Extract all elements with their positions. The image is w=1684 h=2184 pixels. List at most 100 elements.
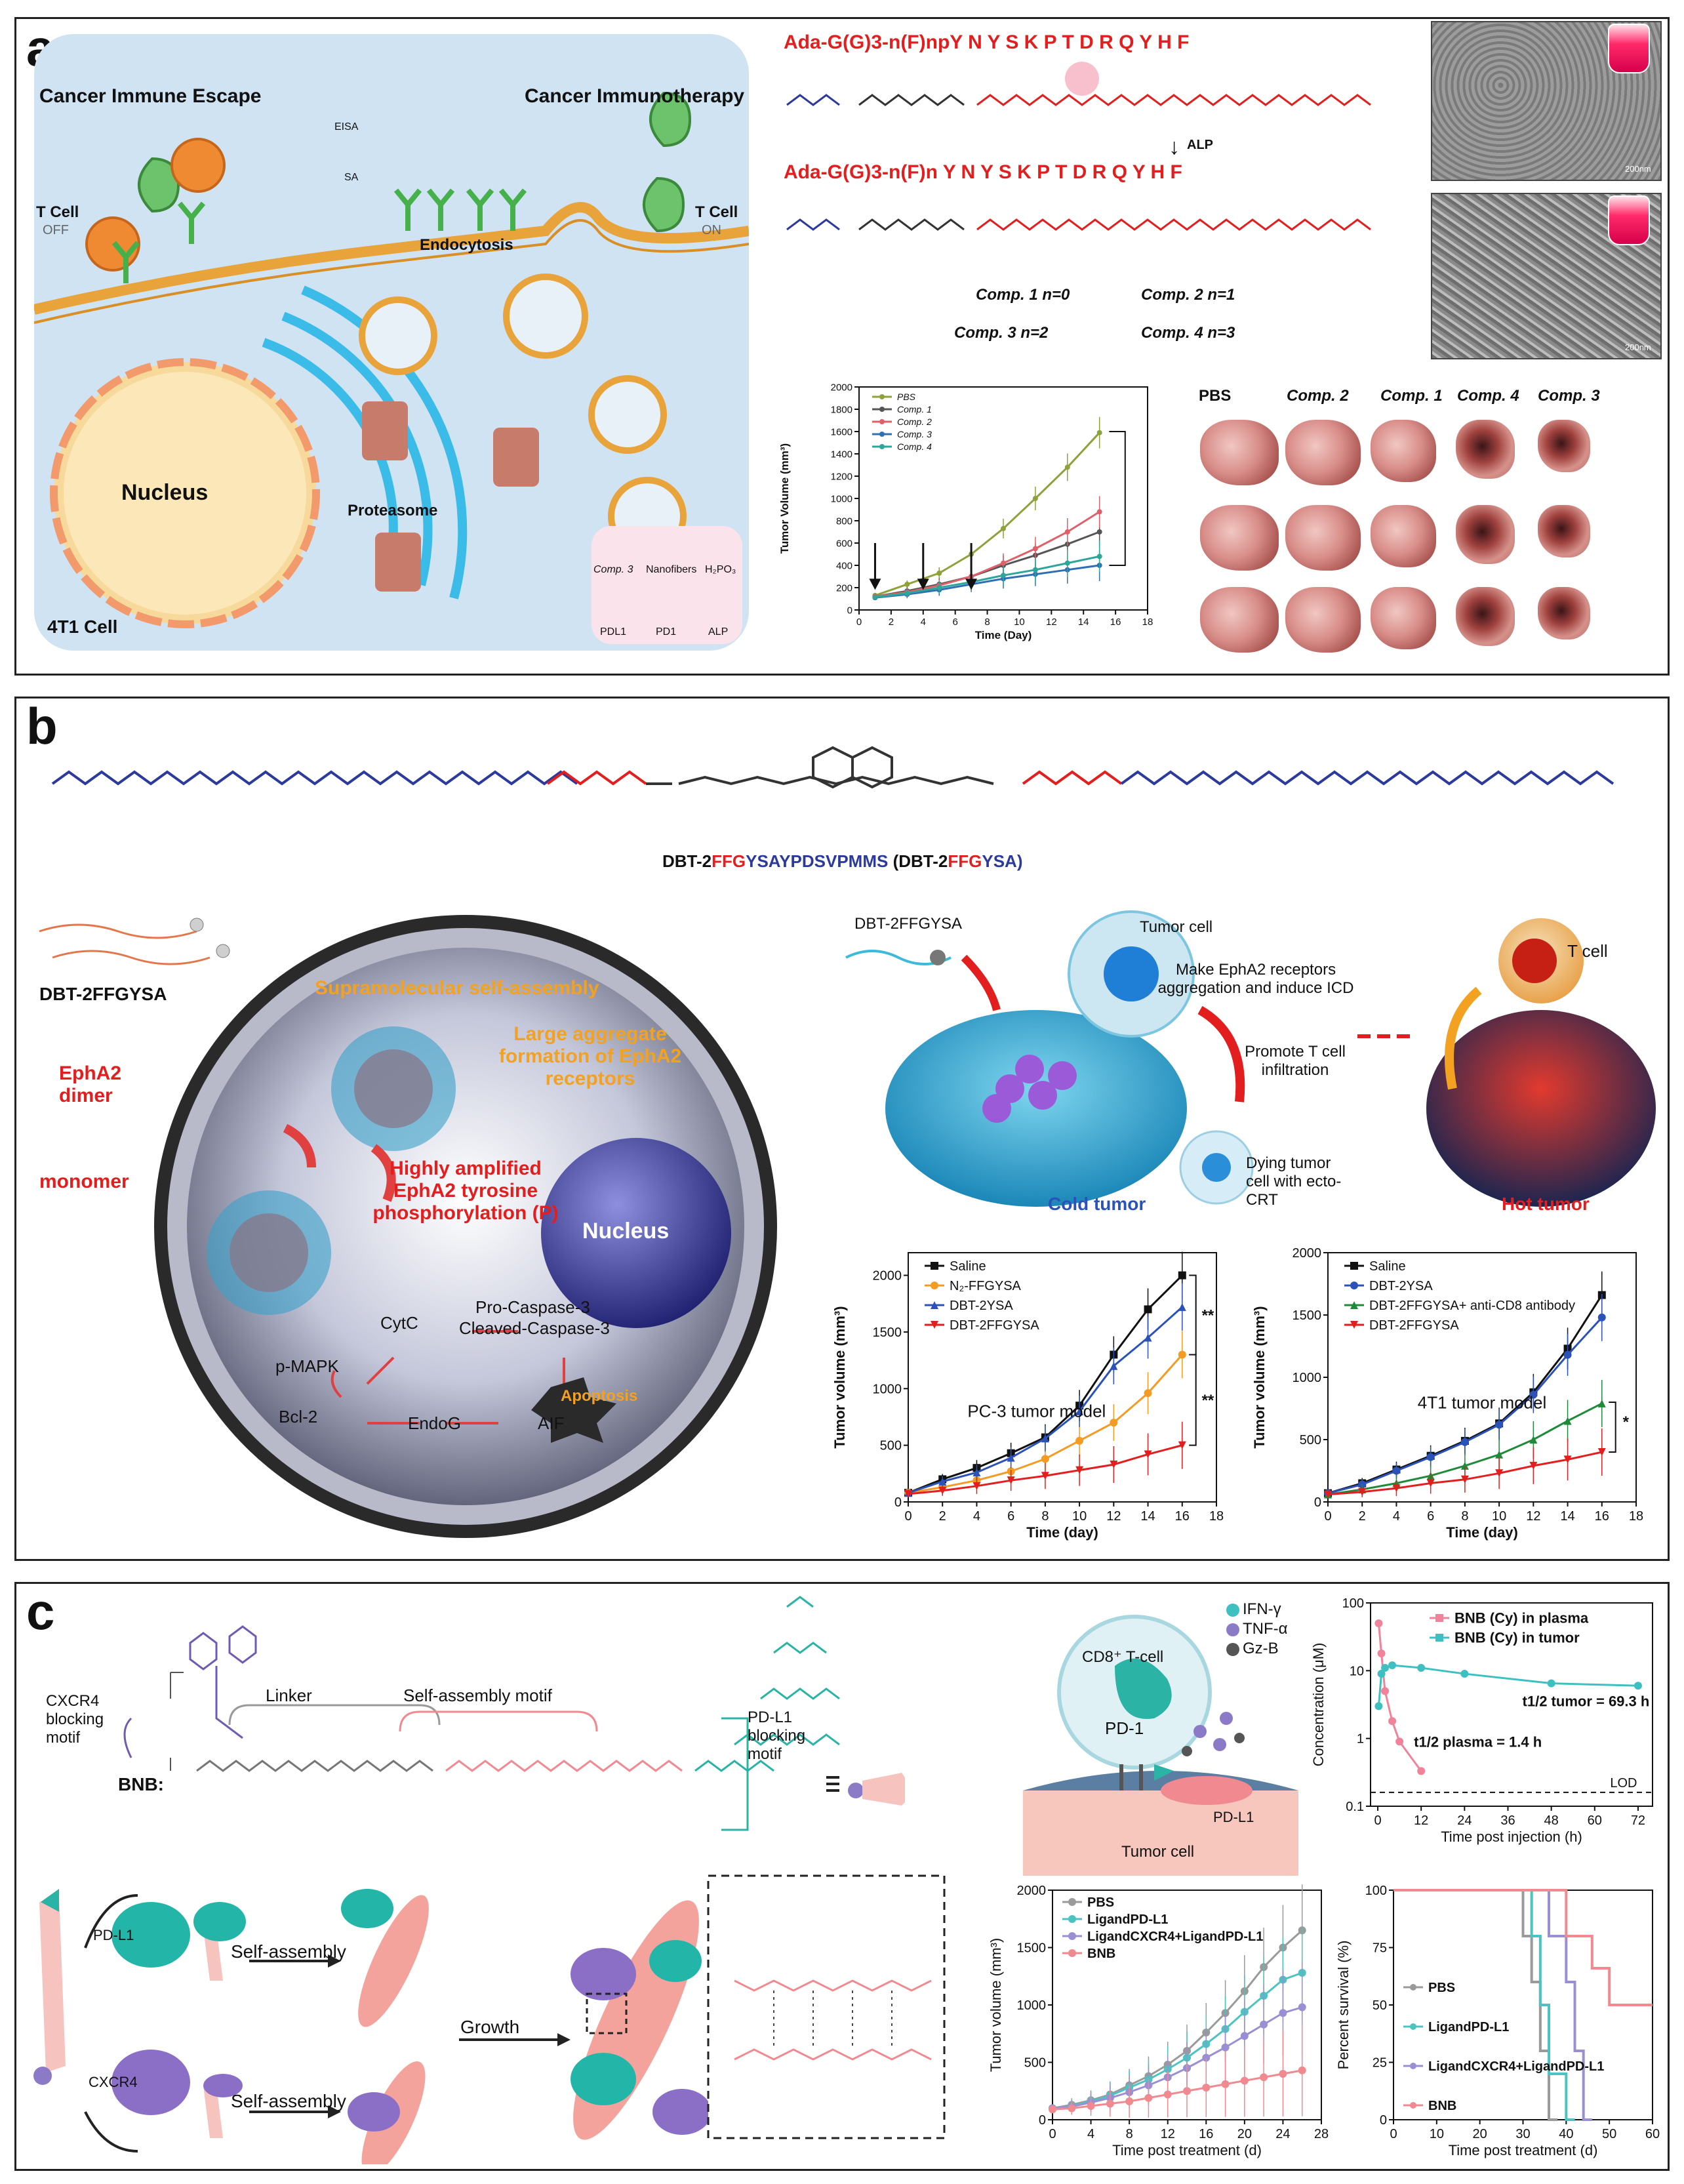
photo-header-pbs: PBS	[1199, 387, 1232, 405]
seq-b-short-prefix: (DBT-2	[892, 851, 948, 871]
x-tick-label: 4	[921, 617, 926, 628]
data-point	[931, 1301, 938, 1309]
data-point	[1064, 560, 1070, 566]
seq-b-short-blue: YSA)	[982, 851, 1023, 871]
b-dying: Dying tumor cell with ecto-CRT	[1246, 1154, 1342, 1209]
y-tick-label: 50	[1373, 1998, 1387, 2013]
vial-bottom	[1608, 195, 1650, 245]
data-point	[1075, 1407, 1084, 1415]
c-pdl1-motif: PD-L1 blocking motif	[748, 1709, 806, 1763]
data-point	[1075, 1466, 1084, 1474]
legend-label: DBT-2FFGYSA	[1369, 1318, 1459, 1333]
data-point	[1068, 2104, 1076, 2113]
photo-header-comp1: Comp. 1	[1380, 387, 1443, 405]
c-growth: Growth	[460, 2017, 520, 2037]
chart-c-concentration: 0 12 24 36 48 60 72 0.1 1 10 100 Time post injectio…	[1310, 1596, 1653, 1845]
c-pdl1-label: PD-L1	[93, 1927, 134, 1943]
series-line	[1393, 1889, 1653, 2006]
x-tick-label: 2	[939, 1509, 946, 1524]
x-tick-label: 20	[1473, 2127, 1487, 2141]
y-tick-label: 1500	[1293, 1308, 1322, 1323]
b-dbt-label-right: DBT-2FFGYSA	[854, 915, 963, 933]
data-point	[1064, 464, 1070, 470]
eisa-label: EISA	[334, 121, 359, 132]
x-tick-label: 6	[1007, 1509, 1014, 1524]
x-tick-label: 0	[1049, 2127, 1056, 2141]
chart-c-tumor-volume: 0 4 8 12 16 20 24 28 0 500 1000 1500 2000 Time post t…	[988, 1884, 1329, 2158]
legend-label: PBS	[1087, 1895, 1114, 1910]
y-tick-label: 0	[1314, 1495, 1321, 1510]
x-tick-label: 14	[1078, 617, 1089, 628]
data-point	[1495, 1421, 1504, 1429]
panel-b-label: b	[26, 697, 58, 755]
y-tick-label: 1400	[831, 449, 852, 460]
data-point	[1144, 1333, 1152, 1342]
cell-escape-title: Cancer Immune Escape	[39, 85, 262, 107]
x-tick-label: 10	[1014, 617, 1025, 628]
tumor-photo	[1371, 587, 1436, 649]
legend-label: PBS	[897, 392, 916, 402]
x-tick-label: 2	[1359, 1509, 1366, 1524]
data-point	[1007, 1453, 1015, 1462]
b-dbt-label-left: DBT-2FFGYSA	[39, 984, 167, 1004]
data-point	[1041, 1472, 1049, 1480]
x-tick-label: 4	[1393, 1509, 1400, 1524]
data-point	[1064, 529, 1070, 535]
b-pro-caspase: Pro-Caspase-3	[475, 1297, 590, 1317]
b-nucleus: Nucleus	[582, 1219, 670, 1244]
data-point	[1426, 1453, 1435, 1461]
b-tcell: T cell	[1567, 941, 1608, 961]
data-point	[1410, 2023, 1416, 2030]
data-point	[972, 1482, 981, 1490]
y-tick-label: 100	[1365, 1884, 1387, 1898]
legend-label: DBT-2YSA	[1369, 1279, 1433, 1293]
tumor-photo	[1538, 505, 1590, 557]
x-axis-label: Time post treatment (d)	[1449, 2142, 1598, 2158]
data-point	[879, 432, 885, 437]
data-point	[1388, 1661, 1397, 1670]
b-self-assembly: Supramolecular self-assembly	[315, 977, 599, 999]
x-tick-label: 12	[1046, 617, 1057, 628]
y-tick-label: 2000	[1293, 1246, 1322, 1261]
b-make-epha2: Make EphA2 receptors aggregation and ind…	[1157, 961, 1354, 997]
x-tick-label: 16	[1175, 1509, 1190, 1524]
data-point	[1298, 2003, 1306, 2012]
data-point	[1381, 1664, 1390, 1672]
legend-label: BNB (Cy) in plasma	[1454, 1610, 1589, 1627]
panel-c-label: c	[26, 1583, 55, 1640]
legend-label: BNB	[1087, 1947, 1115, 1961]
y-tick-label: 1500	[1017, 1941, 1047, 1956]
x-tick-label: 0	[1324, 1509, 1331, 1524]
endocytosis-label: Endocytosis	[420, 236, 513, 254]
series-line	[1393, 1889, 1558, 2121]
data-point	[1374, 1619, 1383, 1628]
x-tick-label: 20	[1237, 2127, 1252, 2141]
membrane-cell-illustration	[39, 915, 777, 1538]
legend-label: LigandPD-L1	[1087, 1912, 1168, 1927]
data-point	[1202, 2053, 1211, 2062]
data-point	[1377, 1649, 1386, 1657]
alp-label: ALP	[1187, 138, 1213, 152]
chart-annotation: t1/2 plasma = 1.4 h	[1414, 1734, 1542, 1750]
data-point	[931, 1321, 938, 1329]
seq-b-red: FFG	[712, 851, 746, 871]
data-point	[1106, 2099, 1114, 2108]
legend-label: PBS	[1428, 1981, 1455, 1995]
data-point	[1388, 1717, 1397, 1726]
data-point	[1597, 1313, 1606, 1322]
chart-c-survival: 0 10 20 30 40 50 60 0 25 50 75 100 Time post treatme…	[1335, 1884, 1660, 2158]
data-point	[1183, 2087, 1191, 2095]
tumor-photo	[1538, 587, 1590, 639]
data-point	[1460, 1438, 1469, 1446]
b-promote: Promote T cell infiltration	[1245, 1043, 1346, 1079]
tumor-photo	[1538, 420, 1590, 472]
legend-label: BNB (Cy) in tumor	[1454, 1630, 1580, 1646]
x-tick-label: 30	[1515, 2127, 1530, 2141]
data-point	[1001, 525, 1006, 531]
b-large-aggregate: Large aggregate formation of EphA2 recep…	[498, 1023, 682, 1089]
legend-pdl1: PDL1	[600, 626, 627, 637]
y-tick-label: 1000	[831, 493, 852, 504]
legend-label: DBT-2FFGYSA+ anti-CD8 antibody	[1369, 1299, 1575, 1313]
tumor-photo	[1200, 420, 1279, 485]
tumor-photo	[1456, 420, 1515, 479]
